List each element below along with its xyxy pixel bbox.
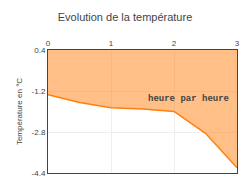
- svg-text:-1.2: -1.2: [32, 87, 46, 96]
- svg-text:3: 3: [235, 39, 240, 48]
- svg-text:2: 2: [172, 39, 177, 48]
- svg-text:0: 0: [46, 39, 51, 48]
- svg-text:Evolution de la température: Evolution de la température: [58, 11, 193, 23]
- svg-text:-4.4: -4.4: [32, 169, 46, 178]
- svg-text:heure par heure: heure par heure: [148, 94, 229, 104]
- svg-text:1: 1: [109, 39, 114, 48]
- svg-text:Température en °C: Température en °C: [15, 78, 24, 145]
- svg-text:-2.8: -2.8: [32, 128, 46, 137]
- svg-text:0.4: 0.4: [34, 46, 46, 55]
